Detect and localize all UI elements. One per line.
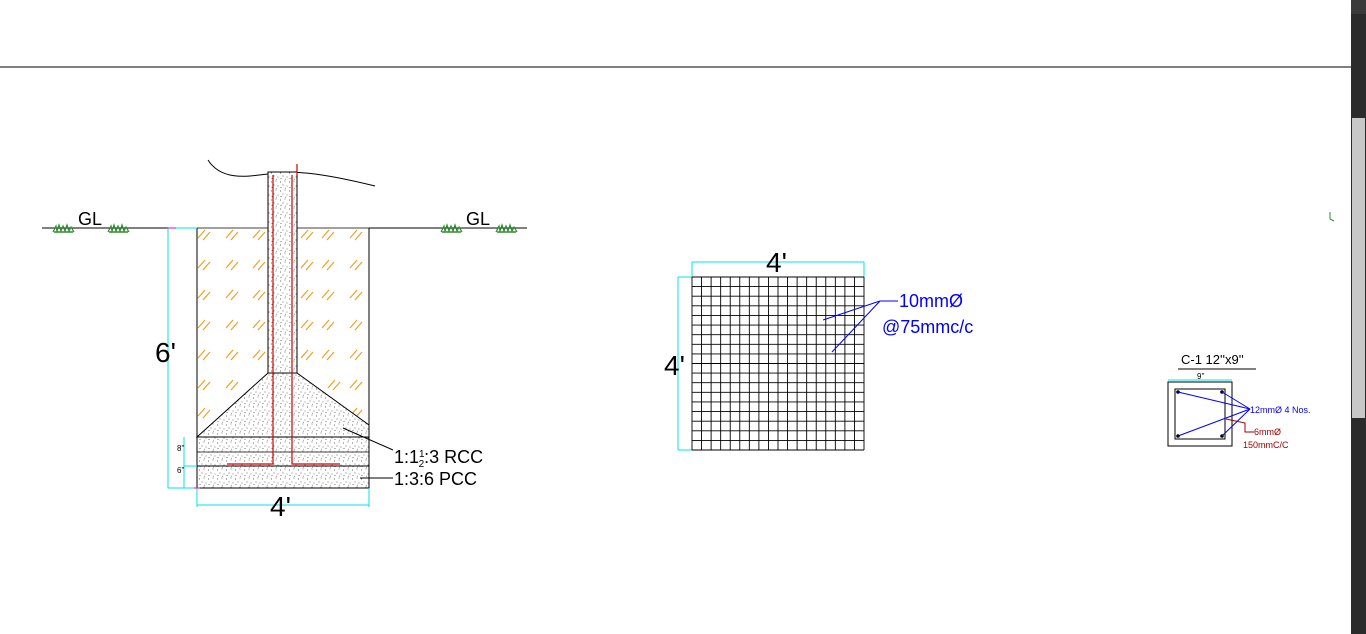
cursor-mark xyxy=(1329,212,1335,222)
column-title: C-1 12''x9'' xyxy=(1181,352,1244,367)
dimension-lines xyxy=(167,227,370,507)
scroll-up-button[interactable] xyxy=(1351,0,1366,14)
rcc-base xyxy=(196,436,370,467)
width-dimension-label: 4' xyxy=(270,491,291,522)
plan-side-dimension-label: 4' xyxy=(664,350,685,381)
rcc-thickness-label: 8" xyxy=(177,444,184,453)
mesh-spacing-label: @75mmc/c xyxy=(882,317,973,337)
rcc-leader xyxy=(342,427,394,451)
plan-top-dimension-label: 4' xyxy=(766,247,787,278)
rcc-label: 1:11 2:3 RCC xyxy=(394,447,483,470)
grass-icon xyxy=(440,224,463,233)
mesh-bar-label: 10mmØ xyxy=(899,291,963,311)
column-tie-leader xyxy=(1225,418,1254,433)
grass-icon xyxy=(495,224,518,233)
column-section[interactable]: C-1 12''x9'' 9'' 12mmØ 4 Nos. 6mmØ 150mm… xyxy=(1167,352,1311,450)
rebar-mesh xyxy=(691,276,865,451)
gl-label-left: GL xyxy=(78,209,102,229)
pcc-thickness-label: 6" xyxy=(177,466,184,475)
column-ties-spacing-label: 150mmC/C xyxy=(1243,440,1289,450)
column-main-bars-label: 12mmØ 4 Nos. xyxy=(1250,405,1311,415)
footing-section[interactable]: GL GL xyxy=(42,159,527,522)
pcc-label: 1:3:6 PCC xyxy=(394,469,477,489)
pcc-base xyxy=(196,465,370,489)
mesh-leaders xyxy=(822,300,898,353)
grass-icon xyxy=(52,224,75,233)
sloped-footing xyxy=(195,372,370,438)
plan-dimension-lines xyxy=(677,261,865,451)
footing-plan[interactable]: 4' 4' 10mmØ @75mmc/c xyxy=(664,247,973,451)
column-width-label: 9'' xyxy=(1197,372,1205,381)
column-ties-dia-label: 6mmØ xyxy=(1254,427,1281,437)
grass-icon xyxy=(107,224,130,233)
column-bar-leaders xyxy=(1177,391,1251,437)
dimension-ticks xyxy=(168,227,200,489)
column-ties xyxy=(1174,388,1226,440)
depth-dimension-label: 6' xyxy=(155,337,176,368)
scrollbar-thumb[interactable] xyxy=(1352,118,1365,418)
rebar xyxy=(227,164,340,465)
gl-label-right: GL xyxy=(466,209,490,229)
